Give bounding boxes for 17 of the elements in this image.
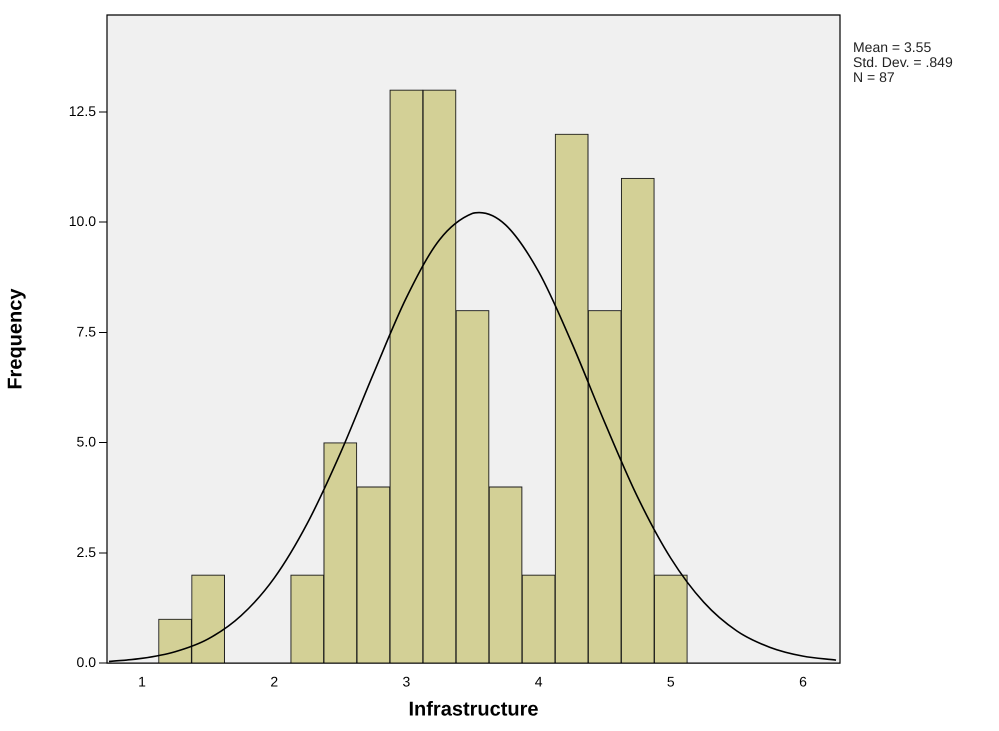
text: Std. Dev. = .849 bbox=[853, 54, 953, 70]
x-tick-label: 3 bbox=[402, 673, 411, 690]
x-tick-label: 2 bbox=[270, 673, 278, 690]
x-tick-label: 5 bbox=[666, 673, 675, 690]
x-axis-title: Infrastructure bbox=[408, 698, 539, 721]
text: Mean = 3.55 bbox=[853, 39, 932, 55]
y-tick-label: 7.5 bbox=[76, 323, 96, 340]
y-tick-label: 12.5 bbox=[68, 102, 96, 119]
x-tick-label: 6 bbox=[799, 673, 808, 690]
x-tick-label: 1 bbox=[138, 673, 146, 690]
x-tick-label: 4 bbox=[534, 673, 543, 690]
y-axis-title: Frequency bbox=[4, 288, 27, 390]
text: N = 87 bbox=[853, 69, 896, 85]
y-tick-label: 5.0 bbox=[76, 434, 96, 450]
y-tick-label: 0.0 bbox=[76, 654, 96, 670]
y-tick-label: 2.5 bbox=[76, 544, 96, 560]
y-tick-label: 10.0 bbox=[68, 213, 96, 230]
